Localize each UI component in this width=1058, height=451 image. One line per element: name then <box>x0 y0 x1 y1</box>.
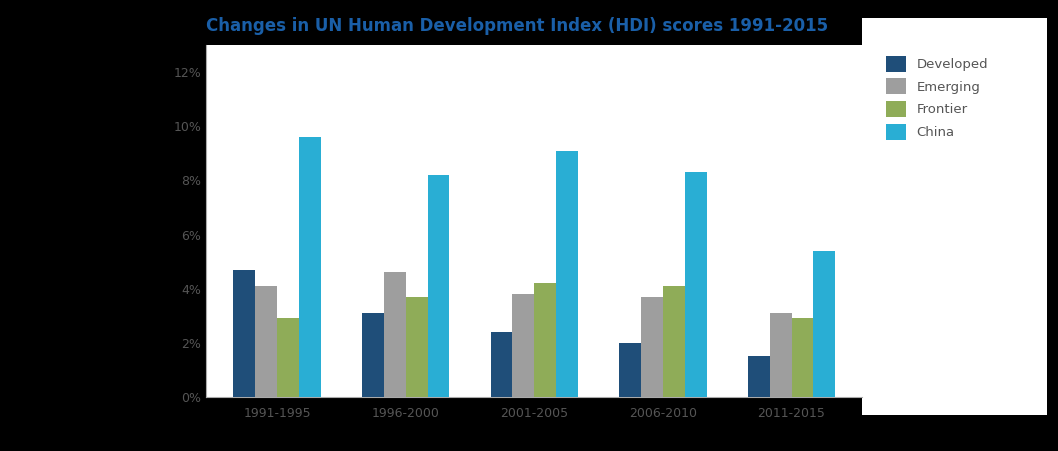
Bar <box>427 175 450 397</box>
Legend: Developed, Emerging, Frontier, China: Developed, Emerging, Frontier, China <box>882 52 992 144</box>
Bar <box>255 286 277 397</box>
Bar <box>384 272 405 397</box>
Bar <box>769 313 791 397</box>
Bar <box>641 297 663 397</box>
Bar <box>814 251 835 397</box>
Bar <box>663 286 685 397</box>
Bar <box>405 297 427 397</box>
Bar <box>234 270 255 397</box>
Bar <box>277 318 299 397</box>
Bar <box>512 294 534 397</box>
Bar <box>534 283 557 397</box>
Bar <box>362 313 384 397</box>
Bar <box>685 172 707 397</box>
Bar <box>791 318 814 397</box>
Bar <box>491 332 512 397</box>
Bar <box>299 137 321 397</box>
Bar <box>748 356 769 397</box>
Bar <box>619 343 641 397</box>
Bar <box>557 151 578 397</box>
Text: Changes in UN Human Development Index (HDI) scores 1991-2015: Changes in UN Human Development Index (H… <box>206 17 828 35</box>
